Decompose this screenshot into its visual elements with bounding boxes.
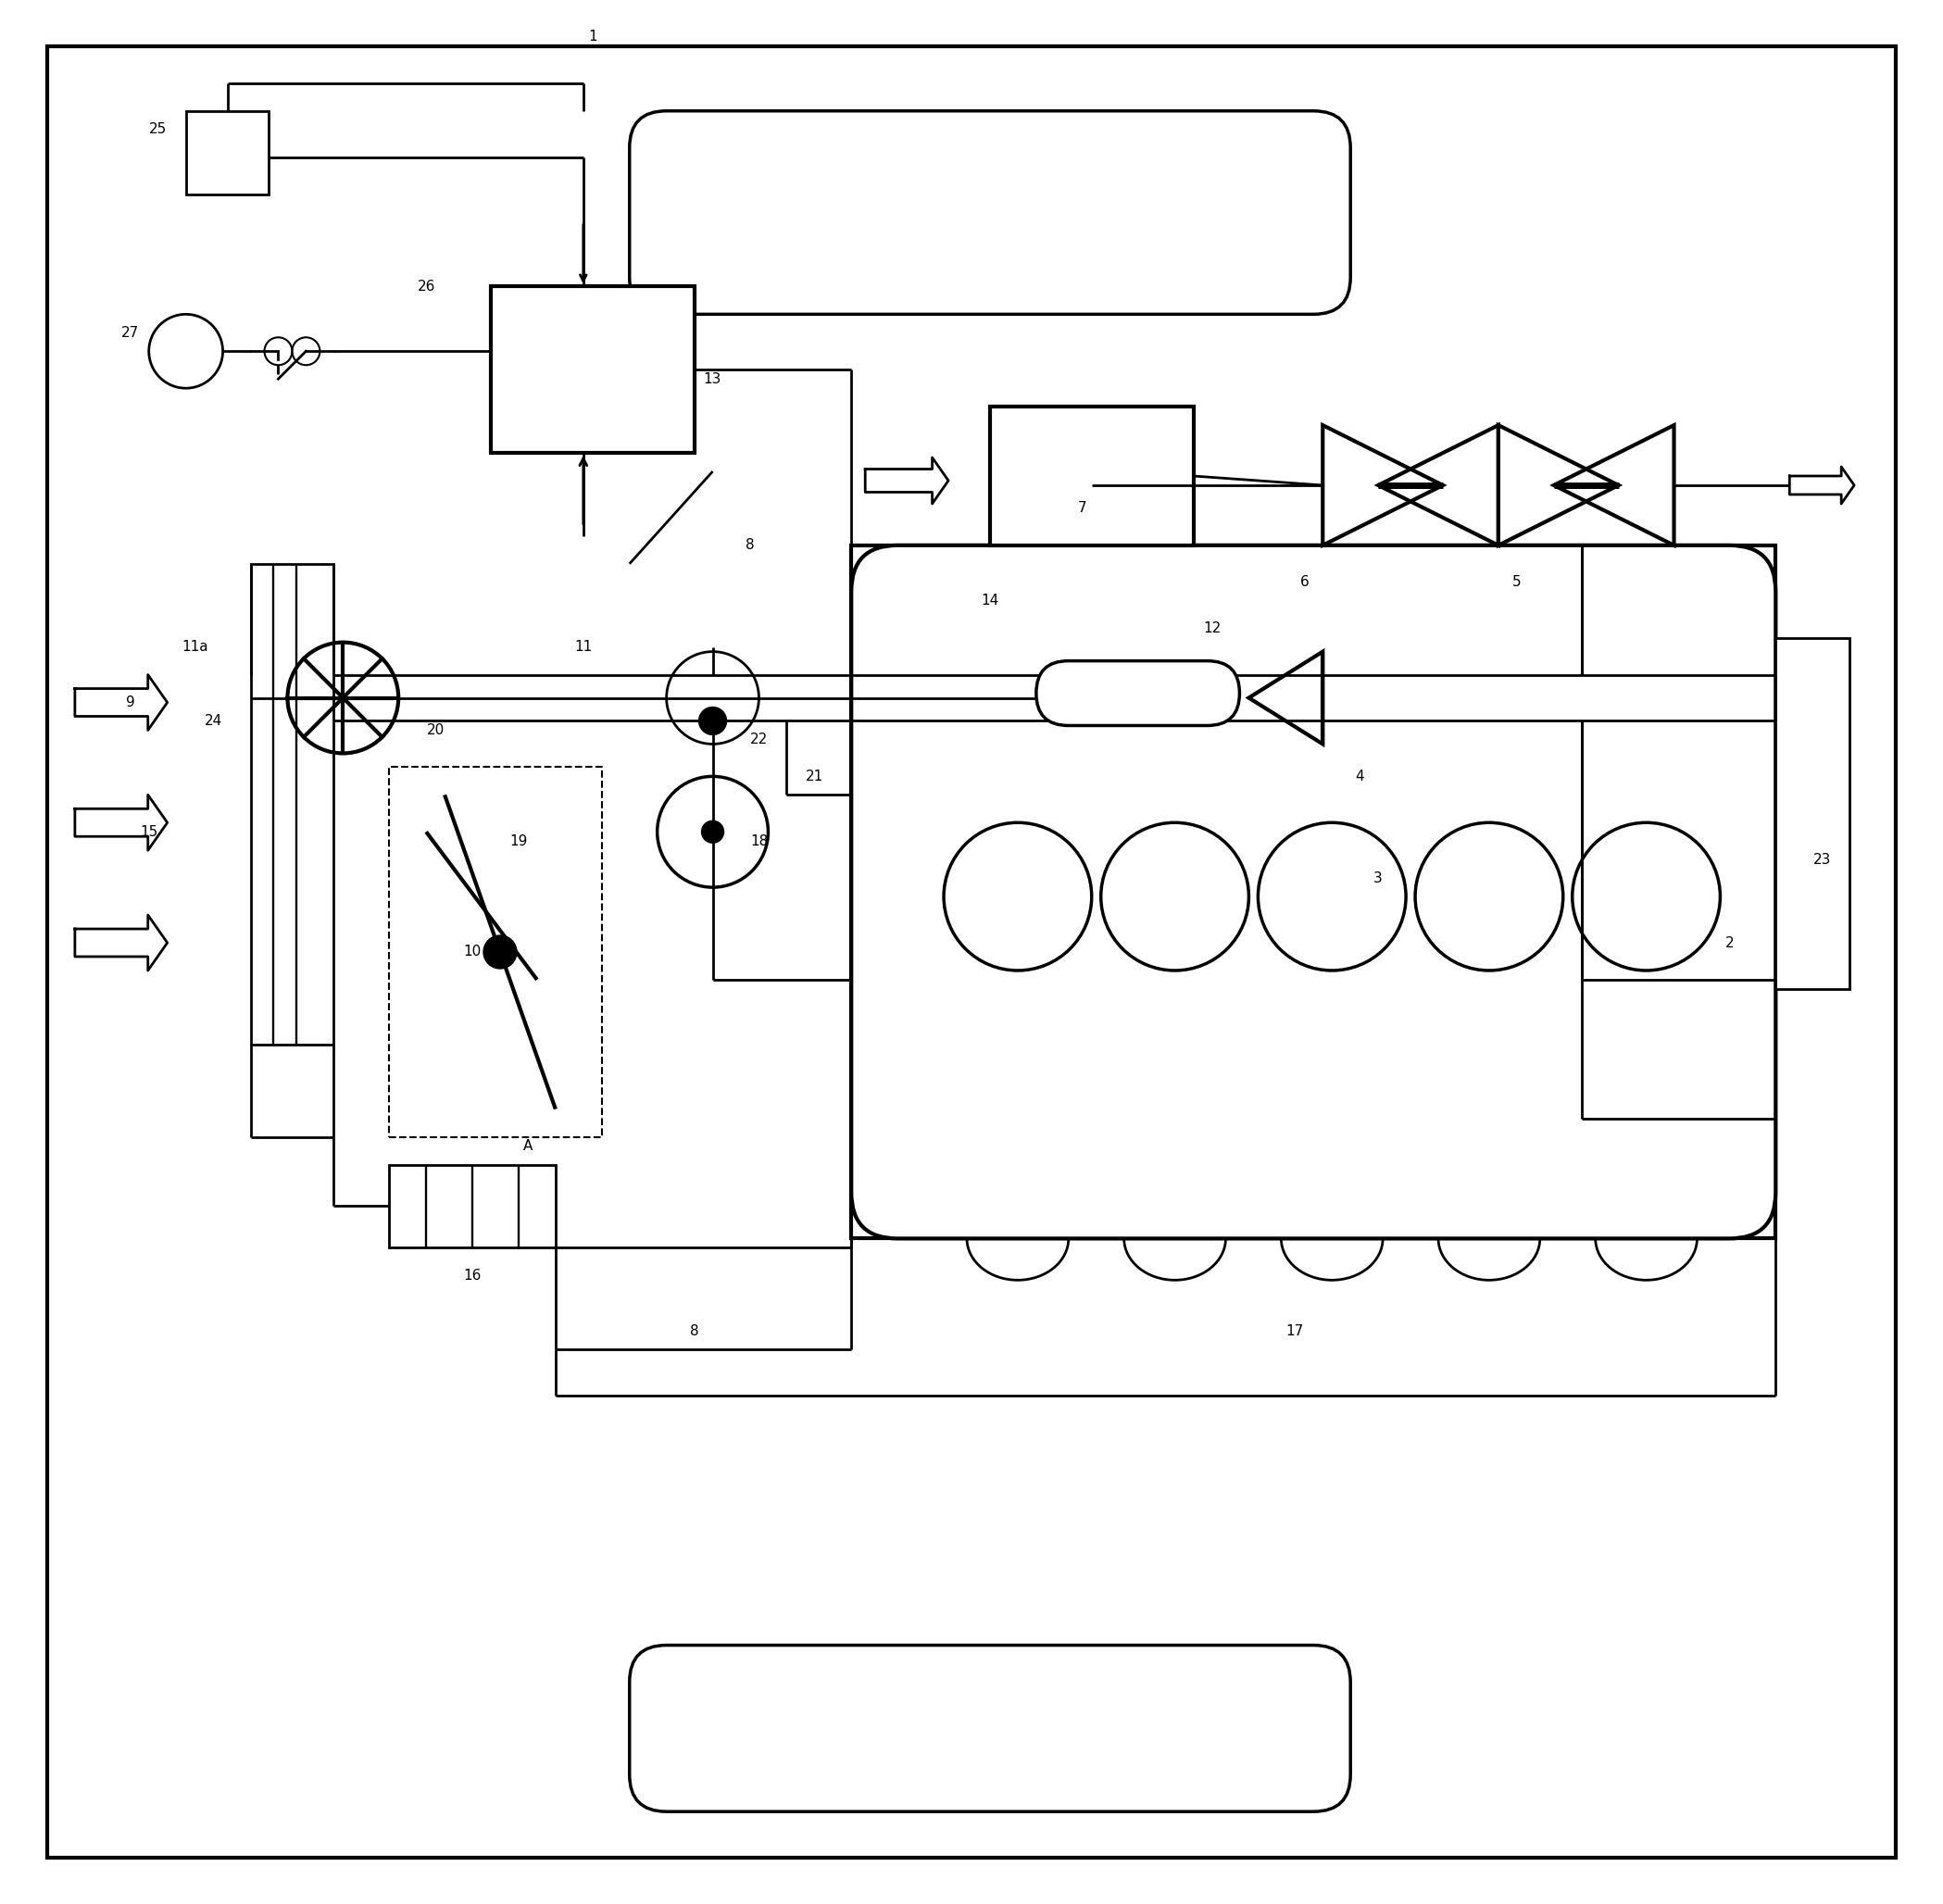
Text: 3: 3	[1374, 872, 1383, 885]
Text: 9: 9	[126, 695, 134, 710]
Polygon shape	[76, 916, 167, 971]
Polygon shape	[76, 794, 167, 851]
Text: 24: 24	[204, 714, 222, 727]
Circle shape	[701, 821, 725, 843]
Text: A: A	[523, 1139, 532, 1154]
Bar	[389, 1165, 556, 1247]
Text: 13: 13	[703, 371, 721, 387]
Bar	[187, 110, 268, 194]
Polygon shape	[76, 674, 167, 729]
Text: 8: 8	[690, 1323, 699, 1339]
Circle shape	[484, 935, 517, 969]
Text: 15: 15	[140, 824, 157, 840]
Bar	[851, 545, 1776, 1238]
Bar	[991, 407, 1193, 545]
Circle shape	[699, 706, 727, 735]
Text: 22: 22	[750, 733, 767, 746]
Text: 1: 1	[589, 30, 597, 44]
Bar	[251, 564, 334, 1045]
Text: 5: 5	[1512, 575, 1521, 588]
FancyBboxPatch shape	[851, 545, 1776, 1238]
Text: 6: 6	[1300, 575, 1310, 588]
Text: 17: 17	[1286, 1323, 1304, 1339]
Bar	[1776, 638, 1850, 988]
Text: 10: 10	[464, 944, 482, 960]
Text: 2: 2	[1725, 935, 1733, 950]
FancyBboxPatch shape	[1036, 661, 1240, 725]
Text: 11a: 11a	[183, 640, 208, 653]
Text: 21: 21	[806, 769, 824, 783]
Polygon shape	[1790, 466, 1854, 505]
Text: 7: 7	[1078, 501, 1086, 516]
Text: 19: 19	[509, 834, 528, 847]
FancyBboxPatch shape	[630, 110, 1350, 314]
Text: 4: 4	[1356, 769, 1364, 783]
Text: 11: 11	[575, 640, 593, 653]
Text: 20: 20	[426, 724, 445, 737]
Polygon shape	[865, 457, 948, 505]
Text: 26: 26	[418, 280, 435, 293]
FancyBboxPatch shape	[630, 1645, 1350, 1811]
Text: 16: 16	[462, 1268, 482, 1283]
Text: 27: 27	[122, 326, 140, 339]
Text: 14: 14	[981, 594, 999, 607]
Text: 23: 23	[1813, 853, 1830, 866]
Text: 25: 25	[150, 122, 167, 137]
Text: 12: 12	[1203, 621, 1220, 636]
Text: 18: 18	[750, 834, 767, 847]
Bar	[492, 286, 694, 453]
Text: 8: 8	[746, 539, 754, 552]
